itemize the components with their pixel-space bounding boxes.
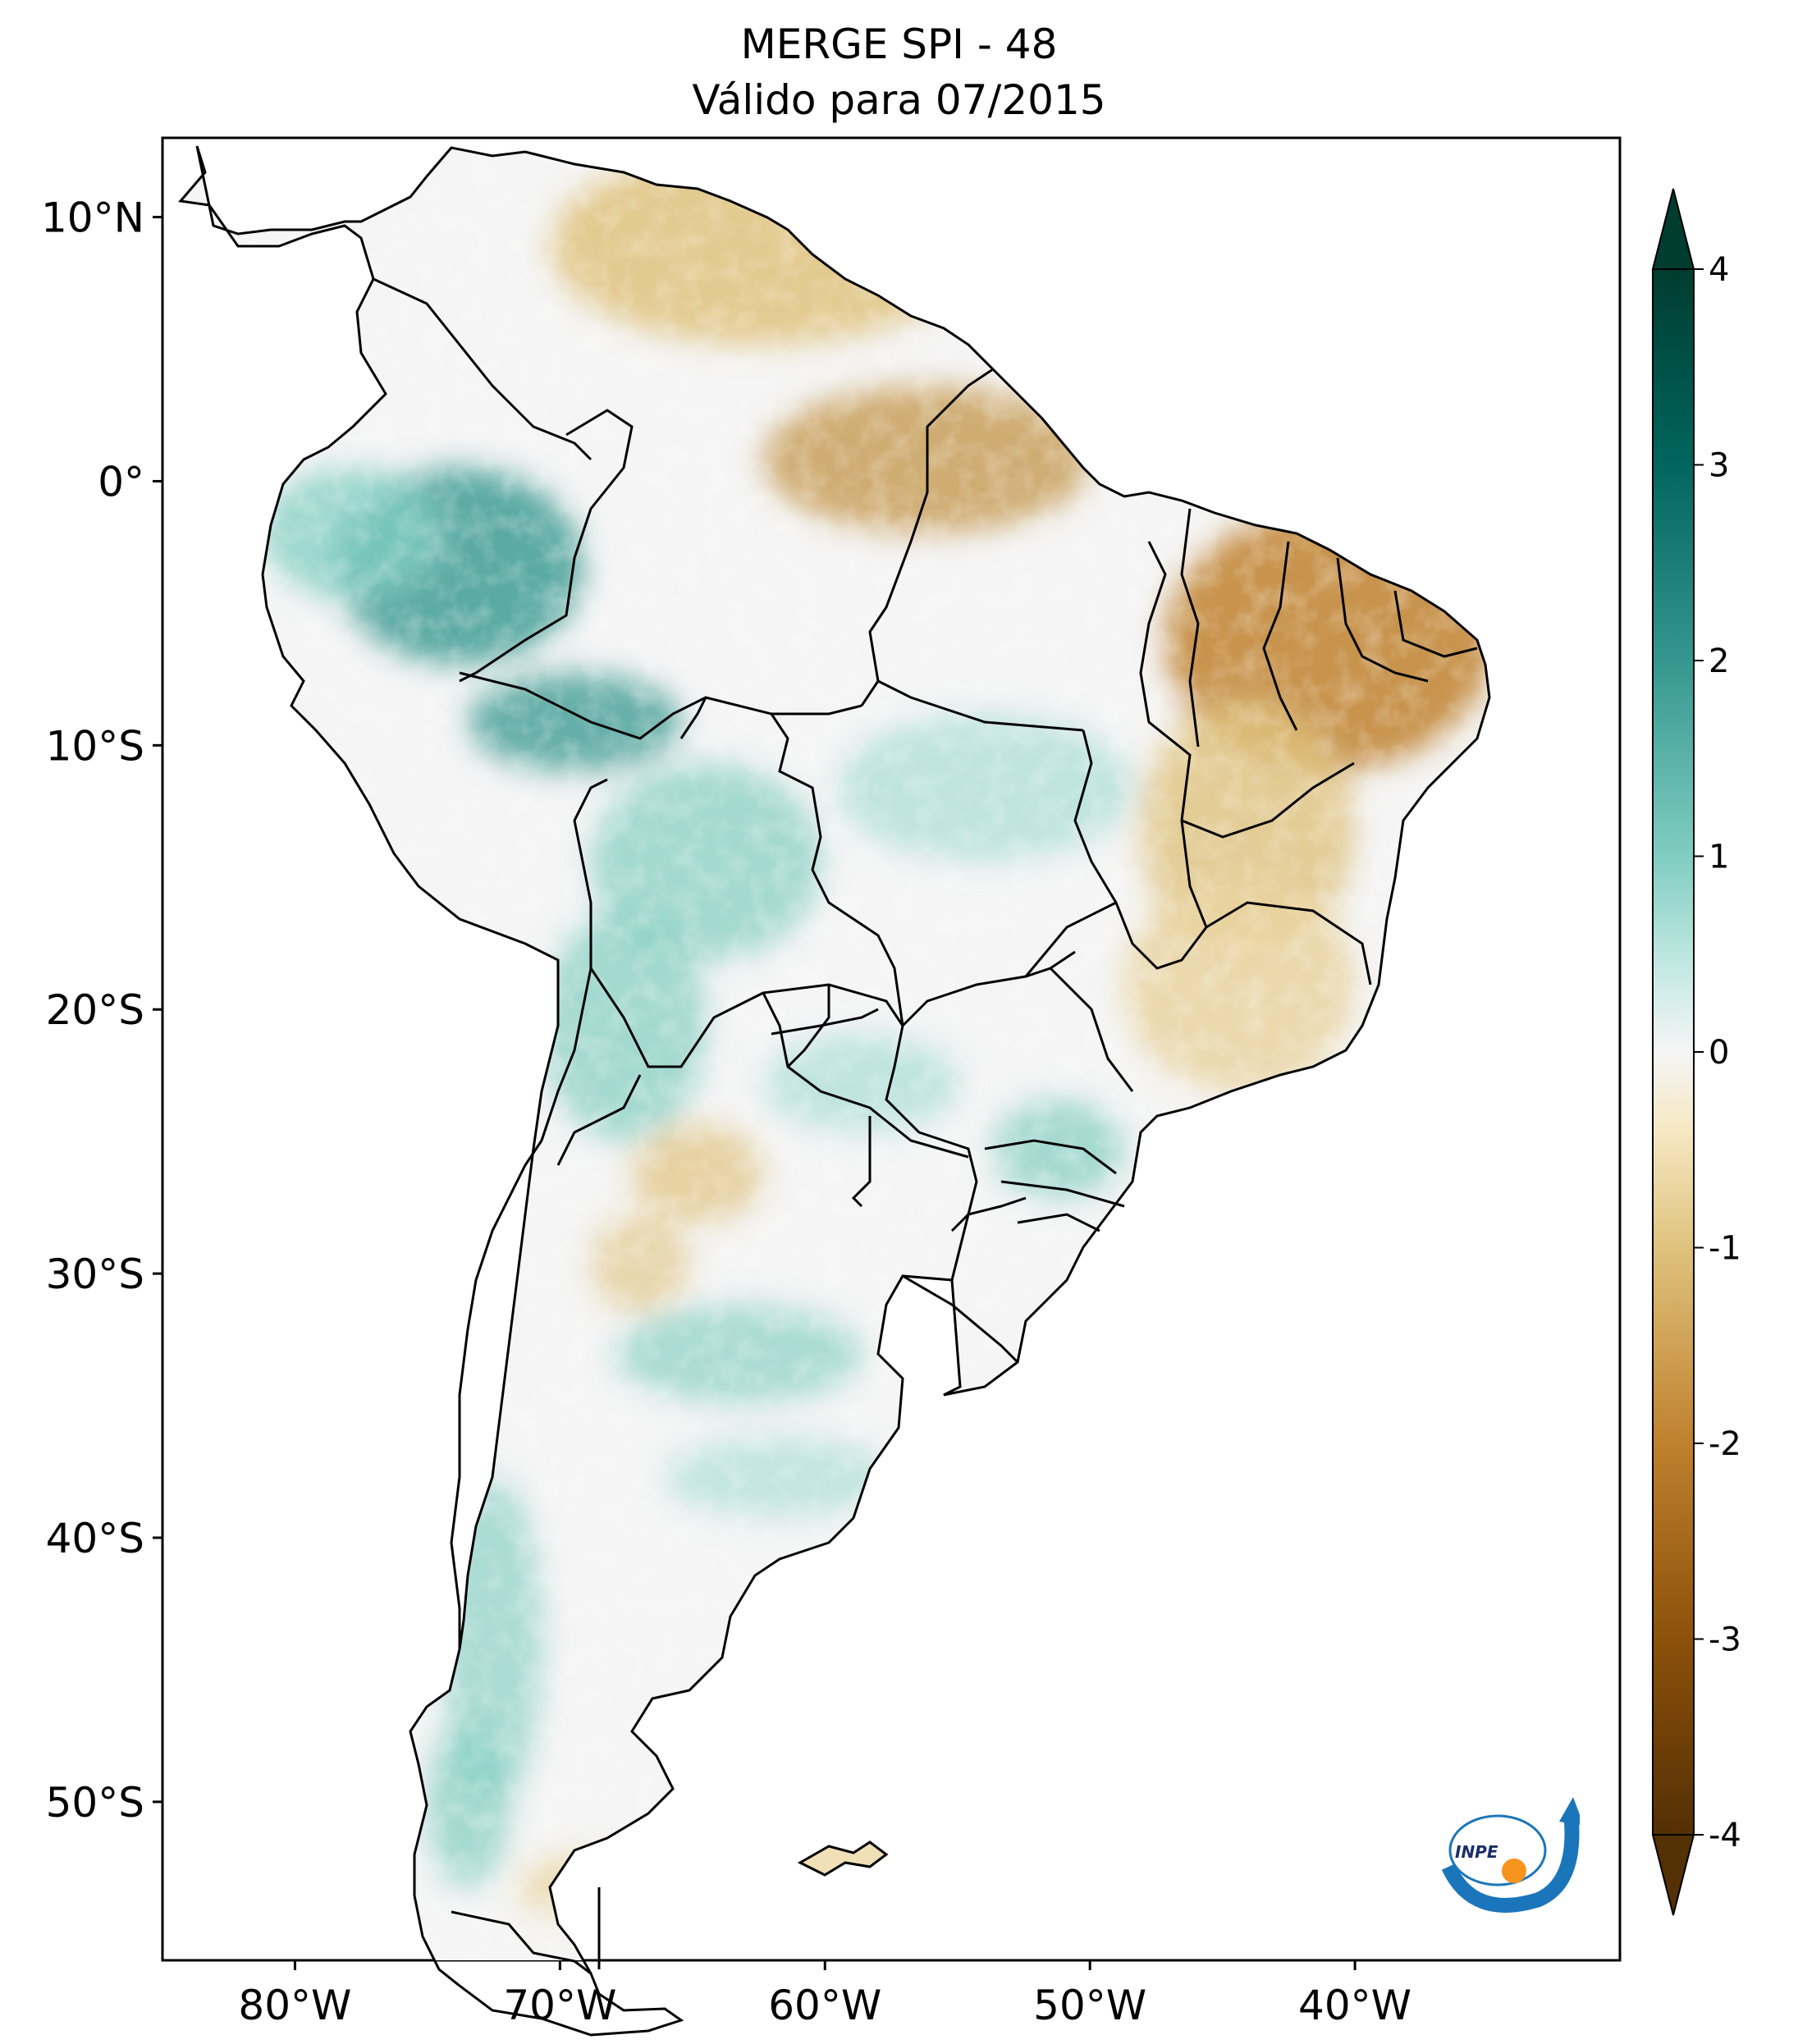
y-tick-label: 40°S xyxy=(46,1515,144,1562)
x-tick-label: 50°W xyxy=(1033,1982,1146,2029)
map-subtitle: Válido para 07/2015 xyxy=(692,76,1106,124)
colorbar-extend-min xyxy=(1651,1834,1695,1916)
x-tick-label: 60°W xyxy=(768,1982,881,2029)
colorbar-tick-label: 1 xyxy=(1709,839,1729,876)
colorbar: 4 3 2 1 0 -1 -2 -3 -4 xyxy=(1651,188,1741,1916)
x-axis: 80°W 70°W 60°W 50°W 40°W xyxy=(238,1960,1411,2029)
map-title: MERGE SPI - 48 xyxy=(740,21,1058,68)
colorbar-tick-label: -3 xyxy=(1709,1621,1741,1659)
colorbar-tick-label: 0 xyxy=(1709,1034,1729,1072)
inpe-logo: INPE xyxy=(1441,1797,1580,1913)
colorbar-tick-label: 4 xyxy=(1709,251,1729,289)
y-tick-label: 0° xyxy=(98,458,144,505)
colorbar-gradient xyxy=(1652,268,1695,1836)
colorbar-extend-max xyxy=(1651,188,1695,270)
colorbar-tick-label: -1 xyxy=(1709,1230,1741,1268)
colorbar-tick-label: 3 xyxy=(1709,447,1729,485)
y-axis: 10°N 0° 10°S 20°S 30°S 40°S 50°S xyxy=(41,194,162,1827)
inpe-logo-text: INPE xyxy=(1455,1842,1498,1862)
political-borders xyxy=(373,277,1478,1975)
x-tick-label: 80°W xyxy=(238,1982,351,2029)
colorbar-tick-label: 2 xyxy=(1709,642,1729,680)
y-tick-label: 30°S xyxy=(46,1251,144,1298)
colorbar-tick-label: -4 xyxy=(1709,1817,1741,1854)
y-tick-label: 10°S xyxy=(46,722,144,770)
x-tick-label: 70°W xyxy=(503,1982,616,2029)
colorbar-tick-label: -2 xyxy=(1709,1425,1741,1463)
falkland-islands xyxy=(797,1841,889,1877)
y-tick-label: 50°S xyxy=(46,1779,144,1827)
y-tick-label: 10°N xyxy=(41,194,144,242)
y-tick-label: 20°S xyxy=(46,986,144,1034)
x-tick-label: 40°W xyxy=(1298,1982,1411,2029)
